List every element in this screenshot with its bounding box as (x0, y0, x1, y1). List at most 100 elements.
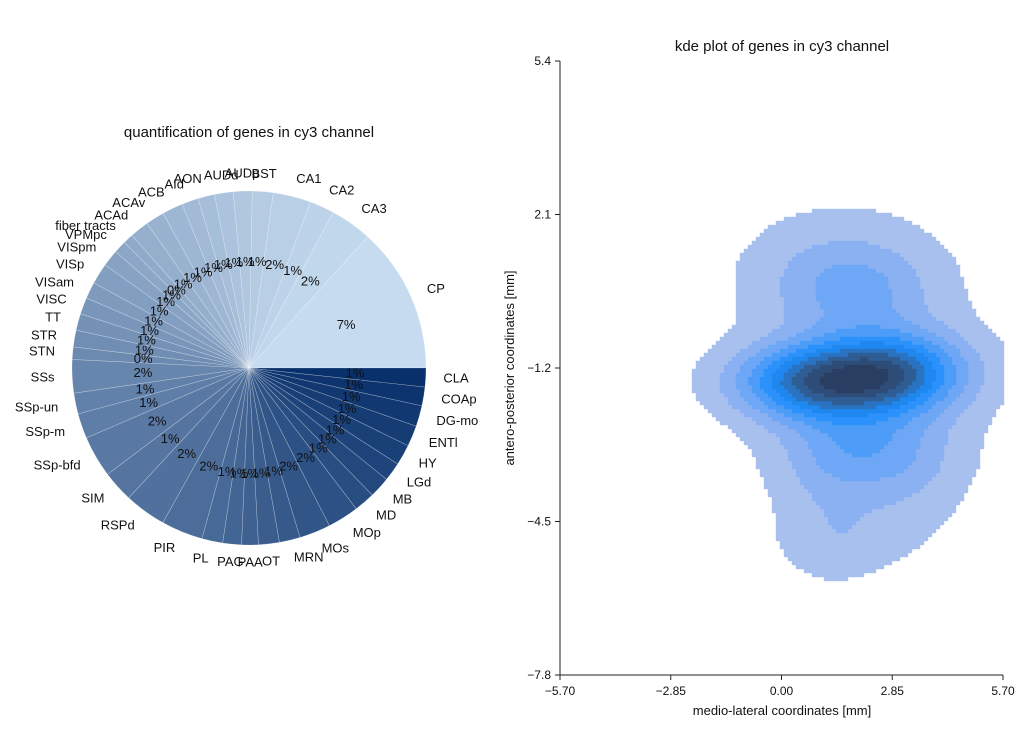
pie-region-label: AId (164, 177, 184, 192)
pie-percent-label: 1% (218, 464, 237, 479)
pie-percent-label: 0% (167, 283, 186, 298)
y-axis-label: antero-posterior coordinates [mm] (502, 270, 517, 465)
pie-region-label: MOs (322, 541, 350, 556)
pie-slice-dg-mo (248, 367, 423, 427)
pie-region-label: ENTl (429, 435, 458, 450)
pie-slice-fiber-tracts (123, 234, 250, 369)
pie-percent-label: 1% (156, 294, 175, 309)
pie-slice-vpmpc (115, 242, 250, 369)
pie-percent-label: 2% (148, 413, 167, 428)
pie-region-label: PL (193, 551, 209, 566)
pie-slice-pag (222, 367, 250, 546)
pie-slice-entl (248, 367, 417, 447)
pie-percent-label: 0% (134, 351, 153, 366)
pie-slice-visam (86, 282, 250, 369)
pie-percent-label: 1% (283, 263, 302, 278)
pie-percent-labels: 7%2%1%2%1%1%1%1%1%1%1%1%0%1%1%1%1%1%1%1%… (134, 254, 365, 481)
pie-slice-mb (248, 367, 387, 496)
pie-slice-mos (248, 367, 330, 538)
pie-region-labels: CP CA3 CA2 CA1 BSTAUDpAUDdAONAIdACBACAvACAdf… (15, 165, 478, 569)
x-tick-label: −5.70 (545, 684, 576, 698)
y-tick-label: −7.8 (527, 668, 551, 682)
pie-percent-label: 2% (301, 273, 320, 288)
y-tick-label: 5.4 (534, 54, 551, 68)
pie-slice-ca2 (248, 201, 334, 369)
pie-region-label: MD (376, 508, 396, 523)
pie-percent-label: 1% (332, 412, 351, 427)
pie-region-label: DG-mo (436, 413, 478, 428)
pie-percent-label: 1% (204, 260, 223, 275)
pie-slice-pl (201, 367, 250, 544)
pie-percent-label: 1% (346, 366, 365, 381)
pie-percent-label: 1% (224, 255, 243, 270)
pie-percent-label: 1% (183, 270, 202, 285)
pie-slice-acav (146, 212, 250, 369)
x-tick-label: 0.00 (770, 684, 794, 698)
pie-percent-label: 1% (174, 277, 193, 292)
kde-level-1 (691, 208, 1005, 582)
pie-slice-vispm (104, 251, 250, 369)
pie-percent-label: 1% (318, 432, 337, 447)
x-ticks: −5.70 −2.85 0.00 2.85 5.70 (545, 675, 1015, 698)
pie-slice-ca3 (248, 211, 369, 369)
pie-region-label: STN (29, 344, 55, 359)
pie-slices (71, 190, 427, 546)
pie-percent-label: 1% (252, 466, 271, 481)
pie-region-label: VISpm (57, 239, 96, 254)
pie-region-label: CA2 (329, 183, 354, 198)
y-tick-label: −1.2 (527, 361, 551, 375)
pie-percent-label: 1% (344, 377, 363, 392)
pie-region-label: fiber tracts (55, 218, 116, 233)
y-tick-label: −4.5 (527, 515, 551, 529)
pie-percent-label: 1% (162, 287, 181, 302)
pie-percent-label: 1% (135, 342, 154, 357)
pie-percent-label: 1% (150, 304, 169, 319)
pie-slice-aon (197, 194, 250, 369)
pie-slice-mop (248, 367, 357, 527)
pie-percent-label: 2% (265, 257, 284, 272)
pie-region-label: MRN (294, 549, 324, 564)
pie-percent-label: 1% (137, 332, 156, 347)
pie-panel: quantification of genes in cy3 channel 7… (15, 124, 478, 570)
pie-region-label: ACAd (94, 207, 128, 222)
pie-percent-label: 1% (230, 466, 249, 481)
pie-percent-label: 2% (199, 458, 218, 473)
pie-region-label: PAG (217, 554, 244, 569)
pie-slice-mrn (248, 367, 301, 543)
pie-percent-label: 1% (161, 431, 180, 446)
pie-region-label: LGd (407, 474, 432, 489)
pie-slice-lgd (248, 367, 399, 480)
pie-slice-tt (75, 313, 250, 369)
pie-slice-cla (248, 367, 427, 388)
pie-slice-sss (71, 359, 250, 394)
pie-region-label: VISp (56, 256, 84, 271)
pie-percent-label: 1% (236, 254, 255, 269)
pie-percent-label: 2% (296, 450, 315, 465)
pie-region-label: BST (251, 166, 276, 181)
pie-region-label: SSs (31, 369, 55, 384)
pie-region-label: ACB (138, 185, 165, 200)
pie-percent-label: 1% (264, 463, 283, 478)
pie-percent-label: 1% (326, 422, 345, 437)
pie-percent-label: 1% (342, 389, 361, 404)
pie-slice-ot (248, 367, 280, 546)
pie-percent-label: 1% (140, 323, 159, 338)
pie-slice-ssp-un (73, 367, 250, 415)
x-axis-label: medio-lateral coordinates [mm] (693, 703, 871, 718)
y-tick-label: 2.1 (534, 208, 551, 222)
pie-percent-label: 2% (134, 365, 153, 380)
pie-region-label: CA1 (296, 171, 321, 186)
pie-percent-label: 1% (136, 381, 155, 396)
pie-region-label: SSp-m (25, 424, 65, 439)
pie-percent-label: 1% (139, 395, 158, 410)
pie-region-label: VPMpc (65, 227, 107, 242)
pie-slice-sim (107, 367, 250, 499)
pie-slice-acad (131, 223, 250, 369)
pie-region-label: COAp (441, 391, 476, 406)
x-tick-label: 2.85 (881, 684, 905, 698)
pie-percent-label: 1% (338, 401, 357, 416)
pie-percent-label: 7% (337, 317, 356, 332)
pie-percent-label: 2% (279, 459, 298, 474)
x-tick-label: −2.85 (656, 684, 687, 698)
pie-slice-ssp-bfd (86, 367, 250, 475)
